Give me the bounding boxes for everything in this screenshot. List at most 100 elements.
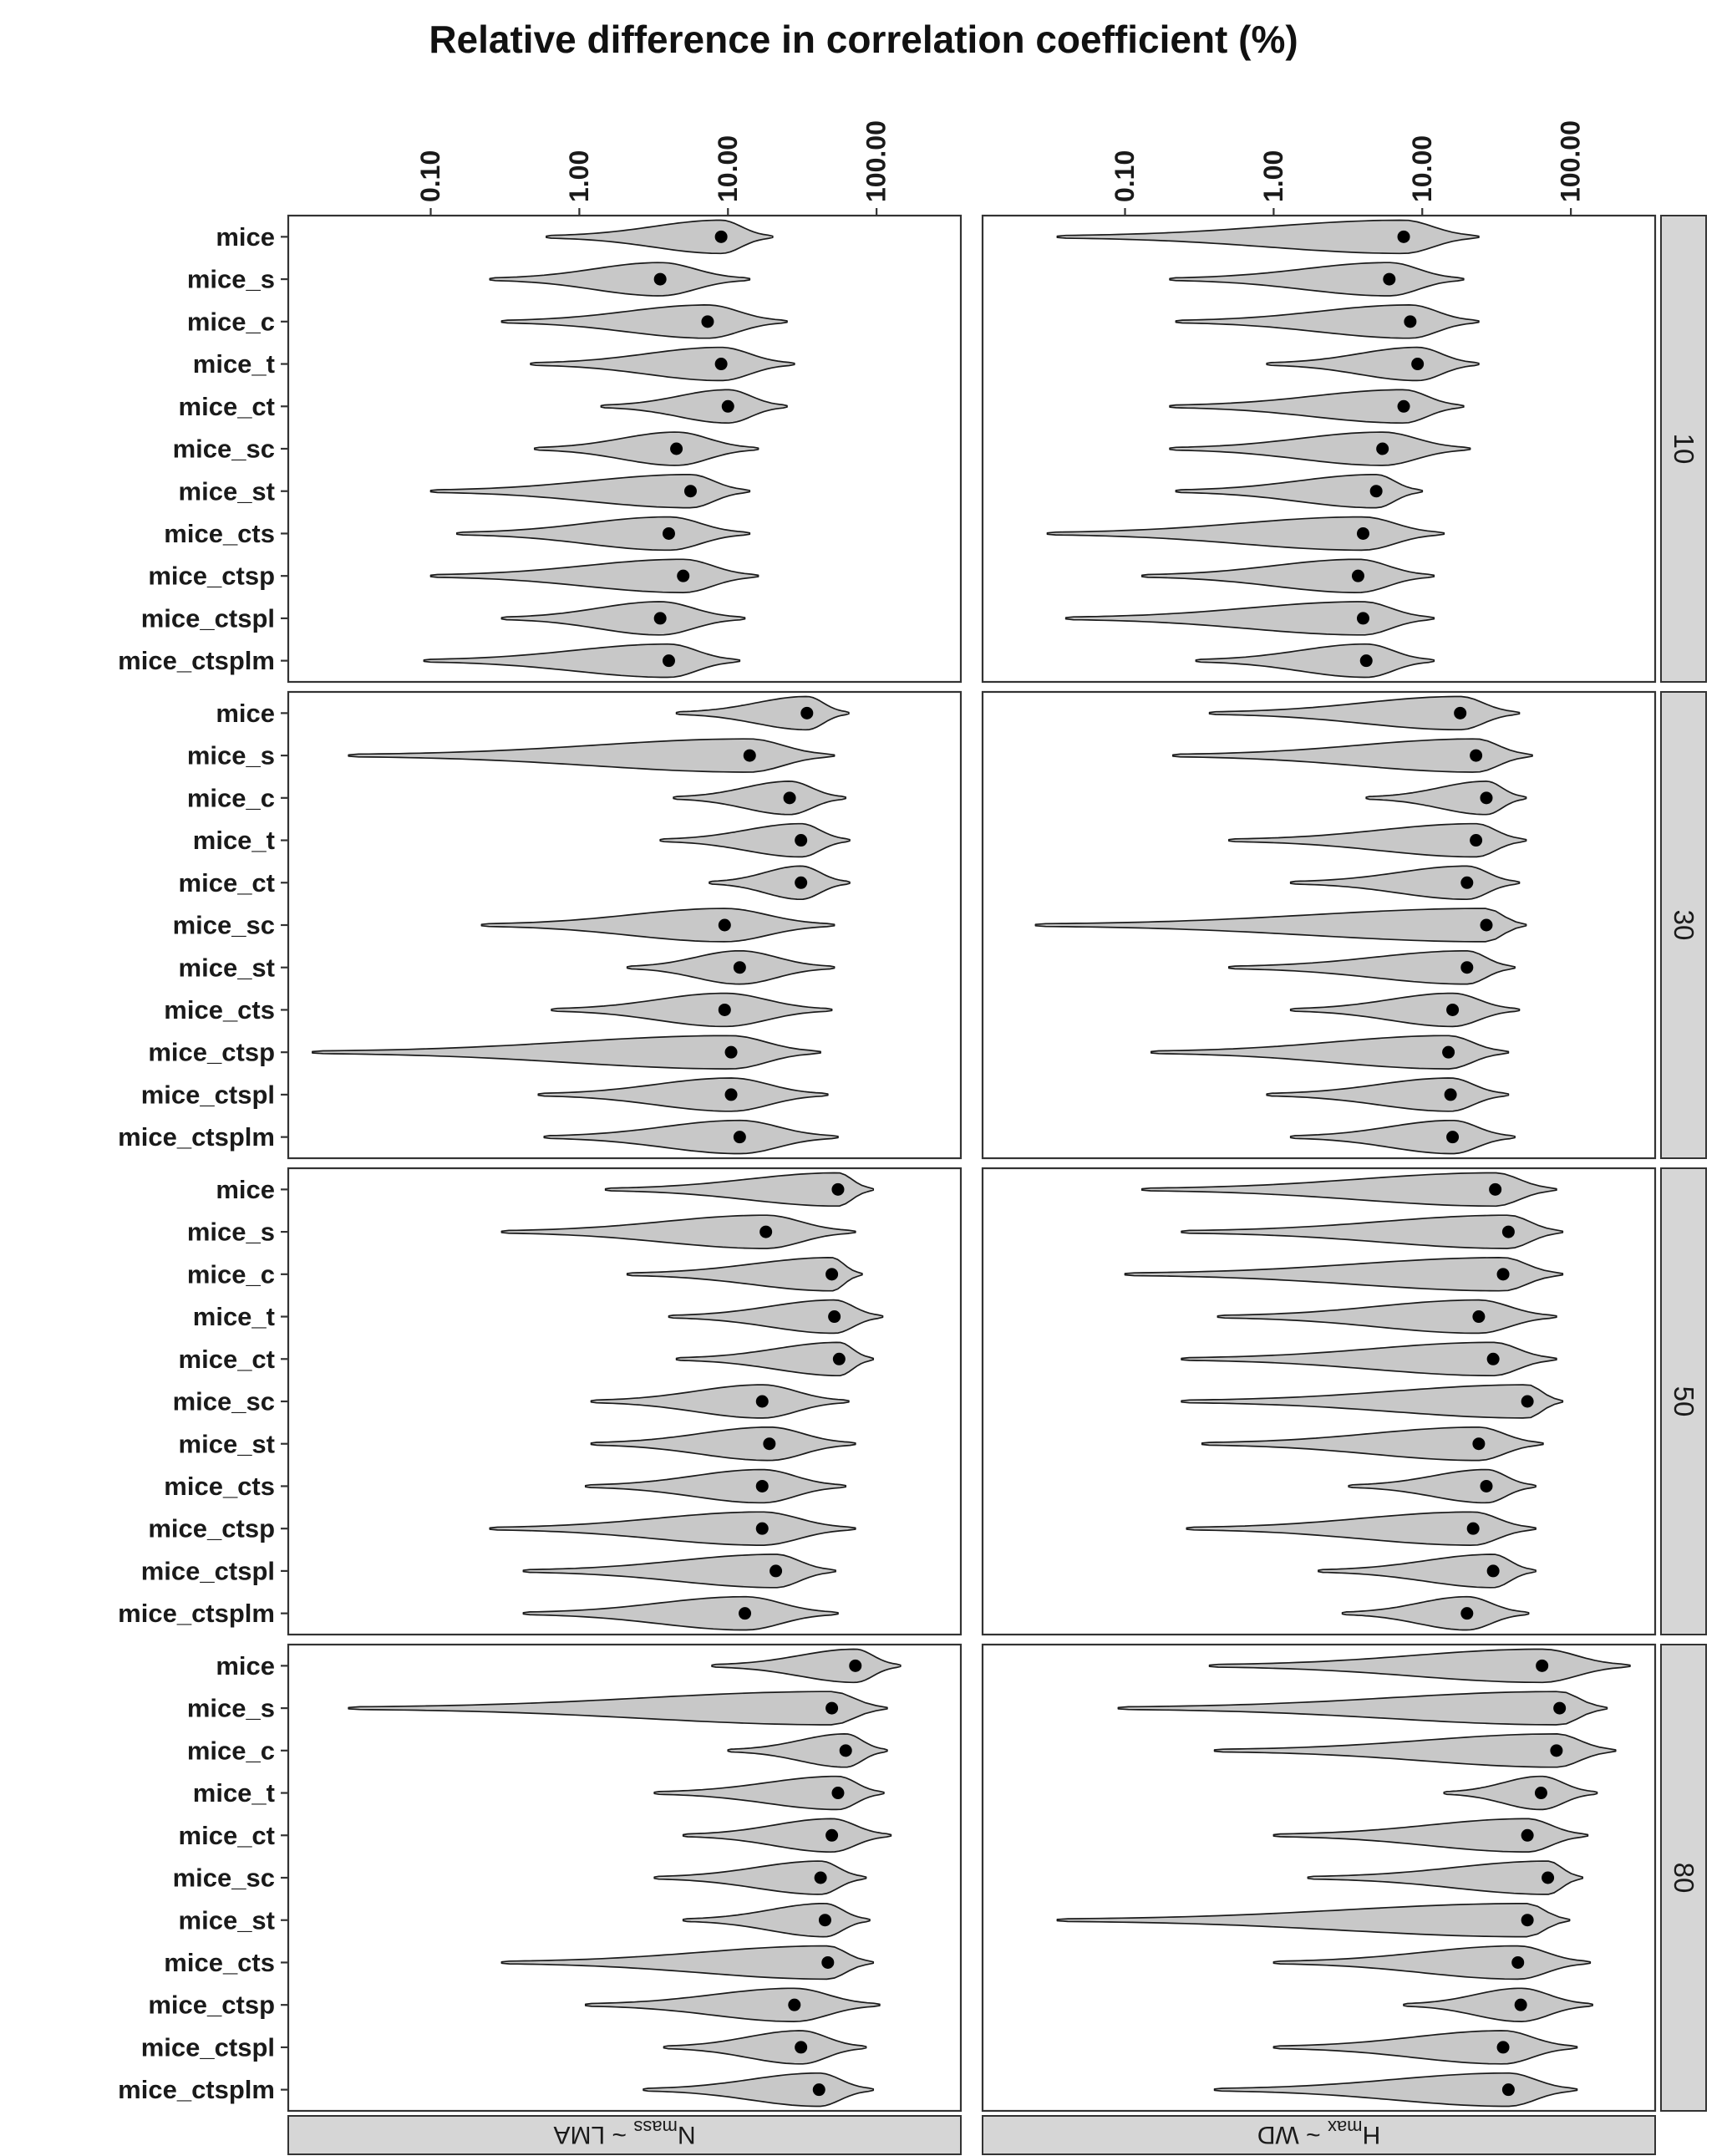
violin-mice_c (626, 1257, 863, 1292)
violin-mice_cts (1289, 992, 1521, 1028)
median-point-mice_ctspl (1496, 2041, 1510, 2054)
median-point-mice_t (1472, 1310, 1486, 1324)
method-label: mice_ctsplm (118, 2075, 275, 2104)
median-point-mice (849, 1659, 862, 1672)
panel-content-50-1 (1124, 1172, 1564, 1631)
method-label: mice_ctspl (141, 1080, 275, 1109)
violin-mice_sc (1169, 431, 1471, 466)
median-point-mice_ctsplm (662, 654, 675, 668)
median-point-mice_st (1460, 961, 1474, 974)
median-point-mice_sc (1542, 1871, 1555, 1884)
col-facet-label: Hmax ~ WD (1257, 2117, 1380, 2148)
median-point-mice_cts (1480, 1479, 1493, 1492)
method-label: mice_s (187, 741, 275, 770)
method-label: mice (216, 222, 275, 252)
median-point-mice_ctsplm (1460, 1607, 1474, 1620)
violin-mice_st (1056, 1902, 1571, 1938)
median-point-mice_c (1496, 1268, 1510, 1281)
violin-mice_ctsp (429, 558, 759, 593)
violin-mice_ct (1272, 1818, 1589, 1853)
method-label: mice_ctspl (141, 603, 275, 633)
median-point-mice_cts (1356, 526, 1369, 540)
violin-mice_sc (590, 1384, 850, 1419)
violin-mice_ctspl (1272, 2030, 1578, 2065)
violin-mice_sc (533, 431, 759, 466)
method-label: mice_s (187, 265, 275, 294)
method-label: mice_ctsplm (118, 1122, 275, 1152)
row-facet-strip (1660, 1167, 1707, 1635)
median-point-mice_cts (755, 1479, 769, 1492)
violin-mice_ctspl (663, 2030, 867, 2065)
violin-mice_s (1171, 738, 1533, 773)
median-point-mice_ctsp (755, 1522, 769, 1535)
violin-mice_ctsplm (522, 1595, 839, 1631)
violin-mice_cts (455, 516, 751, 552)
median-point-mice_ct (1521, 1828, 1534, 1842)
median-point-mice_ctsplm (1359, 654, 1373, 668)
median-point-mice_ct (1486, 1352, 1500, 1365)
violin-mice_t (1227, 822, 1527, 858)
median-point-mice_sc (814, 1871, 827, 1884)
violin-mice_cts (500, 1945, 875, 1981)
violin-mice_s (1169, 262, 1465, 297)
violin-mice_ctsplm (1289, 1119, 1516, 1155)
median-point-mice_sc (1376, 442, 1389, 455)
violin-mice_t (1217, 1299, 1557, 1335)
violin-mice_c (1365, 781, 1527, 816)
method-label: mice_st (179, 1905, 275, 1935)
violin-mice_ct (1289, 865, 1521, 901)
violin-mice_t (668, 1299, 884, 1335)
median-point-mice (714, 230, 728, 243)
median-point-mice_ctsplm (739, 1607, 752, 1620)
violin-mice_t (653, 1775, 885, 1811)
violin-mice_ct (682, 1818, 892, 1853)
median-point-mice (800, 706, 814, 720)
violin-mice_c (500, 304, 788, 339)
method-label: mice_sc (173, 911, 275, 940)
method-label: mice_t (193, 826, 275, 855)
violin-mice_sc (1034, 908, 1527, 943)
median-point-mice_ctsp (1351, 569, 1364, 582)
x-tick-label: 10.00 (713, 135, 743, 202)
method-label: mice_ctsp (148, 1038, 275, 1067)
median-point-mice_c (1404, 315, 1417, 328)
method-label: mice_t (193, 1302, 275, 1331)
panel-content-10-0 (423, 219, 795, 679)
median-point-mice_ctspl (795, 2041, 808, 2054)
violin-mice_st (626, 949, 836, 985)
violin-mice_st (429, 473, 751, 509)
median-point-mice_sc (670, 442, 683, 455)
violin-mice_ctspl (537, 1077, 829, 1112)
method-label: mice_c (187, 1736, 275, 1765)
median-point-mice_t (714, 358, 728, 371)
method-label: mice_cts (164, 1472, 275, 1501)
col-facet-strip (982, 2115, 1656, 2155)
panel-content-80-1 (1056, 1648, 1631, 2108)
violin-mice_t (530, 346, 795, 382)
violin-mice (1056, 219, 1480, 255)
median-point-mice_t (1534, 1787, 1547, 1800)
median-point-mice_t (795, 834, 808, 847)
violin-mice_cts (584, 1468, 847, 1504)
violin-mice_ct (600, 389, 788, 425)
median-point-mice_sc (1521, 1395, 1534, 1408)
median-point-mice_cts (718, 1003, 731, 1016)
x-tick-label: 0.10 (415, 150, 445, 202)
violin-mice (546, 219, 774, 255)
violin-mice_ctsp (1140, 558, 1435, 593)
panel-content-80-0 (348, 1648, 902, 2108)
violin-mice_c (673, 781, 847, 816)
violin-mice_s (348, 1691, 888, 1726)
method-label: mice (216, 699, 275, 728)
median-point-mice_c (783, 791, 796, 805)
median-point-mice_st (763, 1437, 776, 1451)
median-point-mice (831, 1182, 845, 1196)
median-point-mice_st (683, 485, 697, 498)
panel-content-30-0 (312, 695, 851, 1155)
violin-mice_st (1175, 473, 1424, 509)
chart-title: Relative difference in correlation coeff… (429, 18, 1298, 61)
median-point-mice_ct (832, 1352, 846, 1365)
median-point-mice_t (831, 1787, 845, 1800)
median-point-mice_st (1369, 485, 1383, 498)
